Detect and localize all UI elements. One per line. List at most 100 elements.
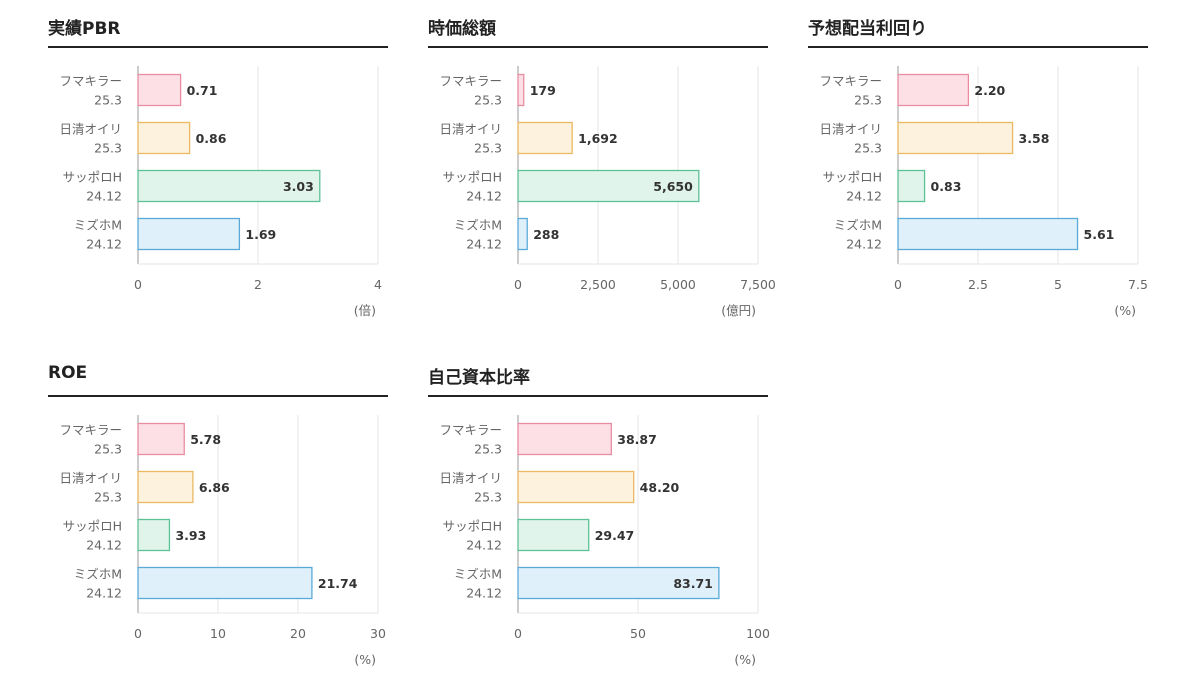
bar: [137, 169, 321, 203]
x-tick-label: 10: [210, 626, 226, 641]
bar: [137, 518, 171, 552]
bar: [517, 422, 612, 456]
data-label: 5.61: [1084, 227, 1115, 242]
data-label: 3.58: [1019, 131, 1050, 146]
bar: [137, 470, 194, 504]
bar-chart-roe: 0 10 20 30 5.78 フマキラー 25.3 6.86 日清オイリ 25.3 3.93 サッポ…: [59, 415, 386, 667]
category-period: 24.12: [86, 189, 122, 204]
title-divider: [428, 46, 768, 48]
data-label: 288: [533, 227, 559, 242]
data-label: 29.47: [595, 528, 635, 543]
bar: [897, 169, 926, 203]
data-label: 3.93: [175, 528, 206, 543]
chart-panel-market-cap: 時価総額 0 2,500 5,000 7,500 179 フマキラー 25.3 1,692 日清…: [428, 14, 776, 334]
category-name: ミズホM: [74, 218, 122, 233]
category-name: 日清オイリ: [439, 122, 502, 137]
category-period: 24.12: [466, 189, 502, 204]
bar: [897, 217, 1079, 251]
chart-panel-roe: ROE 0 10 20 30 5.78 フマキラー 25.3 6.86 日清オイリ 25.3 3.9…: [48, 363, 388, 683]
title-divider: [48, 46, 388, 48]
title-divider: [428, 395, 768, 397]
x-tick-label: 20: [290, 626, 306, 641]
data-label: 38.87: [617, 432, 657, 447]
category-period: 25.3: [94, 442, 122, 457]
bar: [897, 121, 1014, 155]
title-divider: [48, 395, 388, 397]
data-label: 21.74: [318, 576, 358, 591]
chart-panel-dividend-yield: 予想配当利回り 0 2.5 5 7.5 2.20 フマキラー 25.3 3.58 日清オイリ 25…: [808, 14, 1148, 334]
bar-chart-pbr: 0 2 4 0.71 フマキラー 25.3 0.86 日清オイリ 25.3 3.03 サッポロH 24…: [59, 66, 382, 318]
category-name: 日清オイリ: [59, 471, 122, 486]
bar: [137, 566, 313, 600]
category-name: サッポロH: [443, 170, 502, 185]
bar: [517, 169, 700, 203]
chart-title: 実績PBR: [48, 19, 121, 39]
unit-label: (倍): [354, 303, 376, 318]
category-name: 日清オイリ: [819, 122, 882, 137]
category-name: ミズホM: [74, 567, 122, 582]
x-tick-label: 7.5: [1128, 277, 1148, 292]
x-tick-label: 2.5: [968, 277, 988, 292]
chart-title: ROE: [48, 363, 88, 383]
unit-label: (%): [1114, 303, 1136, 318]
category-period: 25.3: [94, 141, 122, 156]
x-tick-label: 0: [514, 626, 522, 641]
category-name: ミズホM: [454, 218, 502, 233]
data-label: 6.86: [199, 480, 230, 495]
data-label: 2.20: [974, 83, 1005, 98]
category-name: ミズホM: [834, 218, 882, 233]
data-label: 5,650: [653, 179, 693, 194]
category-period: 24.12: [86, 237, 122, 252]
data-label: 179: [530, 83, 556, 98]
category-period: 25.3: [854, 93, 882, 108]
x-tick-label: 0: [894, 277, 902, 292]
category-name: サッポロH: [63, 170, 122, 185]
category-period: 24.12: [466, 237, 502, 252]
chart-panel-equity-ratio: 自己資本比率 0 50 100 38.87 フマキラー 25.3 48.20 日清オイリ 25.…: [428, 363, 770, 683]
x-tick-label: 2: [254, 277, 262, 292]
category-name: フマキラー: [59, 423, 122, 438]
category-period: 24.12: [466, 538, 502, 553]
chart-title: 時価総額: [428, 19, 496, 39]
bar: [137, 422, 185, 456]
bar-chart-dividend-yield: 0 2.5 5 7.5 2.20 フマキラー 25.3 3.58 日清オイリ 25.3 0.83 サッ…: [819, 66, 1148, 318]
category-name: 日清オイリ: [439, 471, 502, 486]
category-period: 24.12: [846, 237, 882, 252]
data-label: 83.71: [673, 576, 713, 591]
category-name: フマキラー: [439, 423, 502, 438]
category-period: 24.12: [86, 538, 122, 553]
x-tick-label: 2,500: [580, 277, 616, 292]
x-tick-label: 100: [746, 626, 770, 641]
bar: [897, 73, 970, 107]
data-label: 48.20: [640, 480, 680, 495]
bar: [517, 73, 525, 107]
bar: [517, 470, 635, 504]
category-period: 24.12: [86, 586, 122, 601]
data-label: 3.03: [283, 179, 314, 194]
bar-chart-market-cap: 0 2,500 5,000 7,500 179 フマキラー 25.3 1,692 日清オイリ 25…: [439, 66, 776, 318]
x-tick-label: 0: [134, 626, 142, 641]
data-label: 0.71: [187, 83, 218, 98]
category-period: 25.3: [94, 93, 122, 108]
bar: [517, 518, 590, 552]
category-name: フマキラー: [439, 74, 502, 89]
bar-chart-equity-ratio: 0 50 100 38.87 フマキラー 25.3 48.20 日清オイリ 25.3 29.47 サ…: [439, 415, 770, 667]
x-tick-label: 5: [1054, 277, 1062, 292]
chart-title: 自己資本比率: [428, 368, 530, 388]
category-period: 25.3: [474, 141, 502, 156]
bar: [517, 566, 720, 600]
data-label: 0.83: [931, 179, 962, 194]
x-tick-label: 50: [630, 626, 646, 641]
category-name: ミズホM: [454, 567, 502, 582]
category-period: 25.3: [474, 442, 502, 457]
unit-label: (%): [734, 652, 756, 667]
category-name: サッポロH: [443, 519, 502, 534]
category-name: サッポロH: [63, 519, 122, 534]
data-label: 1.69: [245, 227, 276, 242]
unit-label: (億円): [721, 303, 756, 318]
x-tick-label: 0: [134, 277, 142, 292]
category-period: 25.3: [474, 93, 502, 108]
data-label: 0.86: [196, 131, 227, 146]
category-name: サッポロH: [823, 170, 882, 185]
unit-label: (%): [354, 652, 376, 667]
